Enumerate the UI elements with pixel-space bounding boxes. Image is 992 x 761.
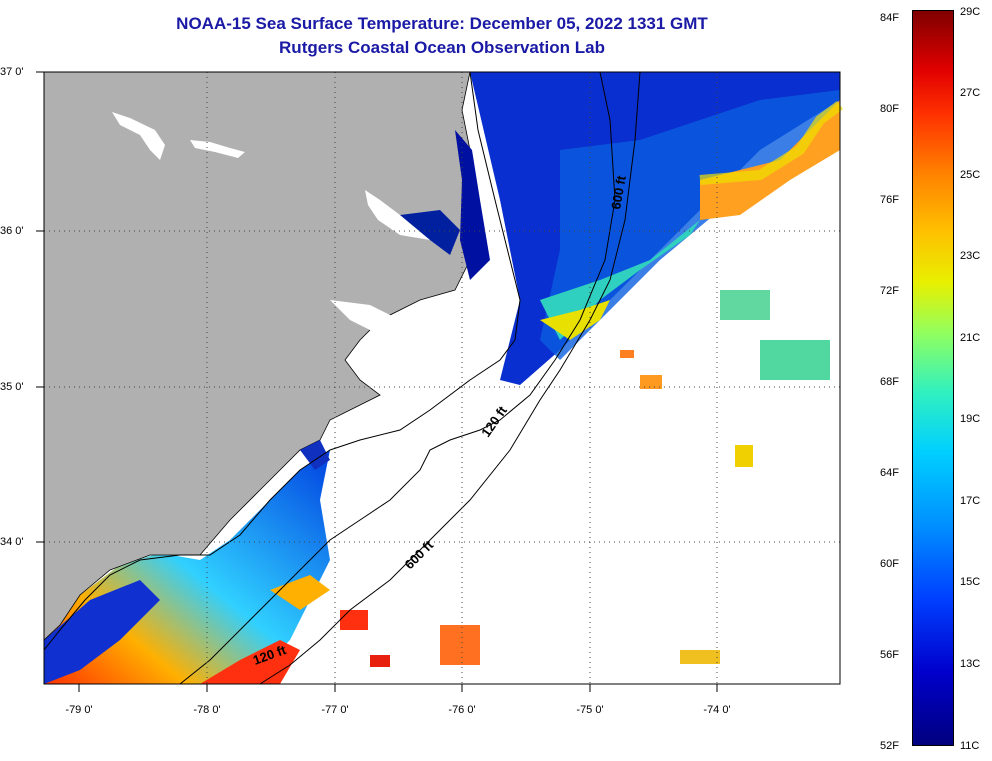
lon-label: -75 0' [576,704,604,716]
colorbar-c-label: 11C [960,740,980,752]
colorbar-c-label: 25C [960,169,981,181]
map-subtitle: Rutgers Coastal Ocean Observation Lab [279,38,605,57]
temperature-colorbar [912,10,954,746]
lon-label: -79 0' [65,704,93,716]
lon-label: -78 0' [193,704,221,716]
colorbar-c-label: 15C [960,576,981,588]
colorbar-c-label: 23C [960,250,981,262]
isobath-600ft [259,71,641,685]
isobath-120ft [179,71,616,685]
colorbar-f-label: 60F [880,558,899,570]
colorbar-c-label: 19C [960,413,981,425]
colorbar-f-label: 76F [880,194,899,206]
lon-label: -77 0' [321,704,349,716]
colorbar-c-label: 29C [960,6,981,18]
colorbar-f-label: 52F [880,740,899,752]
lat-label: 37 0' [0,66,24,78]
graticule [44,72,840,684]
colorbar-f-label: 56F [880,649,899,661]
colorbar-c-label: 21C [960,332,981,344]
colorbar-c-label: 27C [960,87,981,99]
colorbar-c-label: 13C [960,658,981,670]
lat-label: 36 0' [0,225,24,237]
lat-label: 35 0' [0,381,24,393]
map-title: NOAA-15 Sea Surface Temperature: Decembe… [176,14,708,33]
colorbar-c-label: 17C [960,495,981,507]
colorbar-f-label: 72F [880,285,899,297]
colorbar-f-label: 68F [880,376,899,388]
lon-label: -74 0' [703,704,731,716]
colorbar-f-label: 84F [880,12,899,24]
isobath-label: 600 ft [608,174,629,211]
colorbar-f-label: 80F [880,103,899,115]
lat-label: 34 0' [0,536,24,548]
lon-label: -76 0' [448,704,476,716]
colorbar-f-label: 64F [880,467,899,479]
axis-ticks [36,71,718,692]
